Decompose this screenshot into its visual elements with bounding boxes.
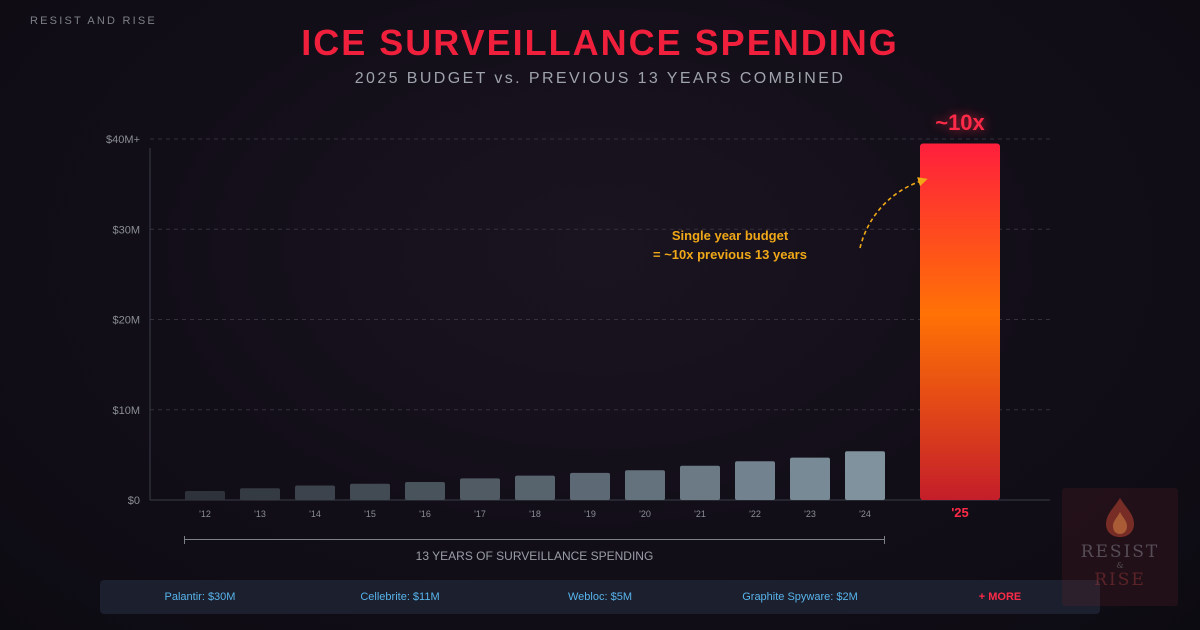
chart-annotation: Single year budget = ~10x previous 13 ye… <box>620 226 840 264</box>
footer-item-cellebrite[interactable]: Cellebrite: $11M <box>360 591 440 603</box>
y-tick-label: $40M+ <box>106 134 140 146</box>
x-tick-label: '19 <box>584 509 596 519</box>
y-axis-ticks: $0 $10M $20M $30M $40M+ <box>106 134 140 507</box>
footer-item-palantir[interactable]: Palantir: $30M <box>164 591 236 603</box>
annotation-line-1: Single year budget <box>671 228 789 243</box>
bar <box>460 478 500 500</box>
bar <box>185 490 225 500</box>
chart-title: ICE SURVEILLANCE SPENDING <box>301 22 899 63</box>
bar <box>240 488 280 500</box>
bar <box>295 485 335 500</box>
x-tick-label: '17 <box>474 509 486 519</box>
brand-label: RESIST AND RISE <box>30 15 157 27</box>
bar <box>680 465 720 500</box>
logo-text-top: RESIST <box>1080 542 1160 562</box>
x-tick-label: '21 <box>694 509 706 519</box>
x-axis-ticks: '12 '13 '14 '15 '16 '17 '18 '19 '20 '21 '22 '23 '24 '… <box>199 505 969 520</box>
bar <box>625 470 665 500</box>
bar <box>405 481 445 500</box>
bar <box>515 475 555 500</box>
logo: RESIST & RISE <box>1062 488 1178 606</box>
x-tick-label: '13 <box>254 509 266 519</box>
footer-item-graphite[interactable]: Graphite Spyware: $2M <box>742 591 858 603</box>
y-tick-label: $30M <box>112 224 140 236</box>
x-tick-label: '16 <box>419 509 431 519</box>
logo-ampersand: & <box>1116 561 1124 570</box>
range-bracket <box>184 536 885 544</box>
grid-lines <box>150 138 1050 411</box>
footer-item-webloc[interactable]: Webloc: $5M <box>568 591 632 603</box>
bar <box>790 457 830 500</box>
x-tick-label: '25 <box>951 505 969 520</box>
bars <box>185 143 1000 500</box>
y-tick-label: $20M <box>112 315 140 327</box>
ratio-label: ~10x <box>935 110 985 135</box>
bar <box>735 461 775 500</box>
chart-subtitle: 2025 BUDGET vs. PREVIOUS 13 YEARS COMBIN… <box>354 70 846 87</box>
y-tick-label: $10M <box>112 405 140 417</box>
annotation-arrow <box>859 177 928 249</box>
x-tick-label: '15 <box>364 509 376 519</box>
y-tick-label: $0 <box>128 495 140 507</box>
x-tick-label: '22 <box>749 509 761 519</box>
footer-bar: Palantir: $30M Cellebrite: $11M Webloc: … <box>100 580 1100 614</box>
bar <box>845 451 885 500</box>
x-tick-label: '12 <box>199 509 211 519</box>
bar <box>350 483 390 500</box>
x-tick-label: '24 <box>859 509 871 519</box>
logo-text-bottom: RISE <box>1094 570 1146 590</box>
x-tick-label: '14 <box>309 509 321 519</box>
x-tick-label: '23 <box>804 509 816 519</box>
bar <box>570 472 610 500</box>
bar <box>920 143 1000 500</box>
x-tick-label: '20 <box>639 509 651 519</box>
range-label: 13 YEARS OF SURVEILLANCE SPENDING <box>415 549 654 563</box>
flame-icon <box>1106 498 1134 537</box>
x-tick-label: '18 <box>529 509 541 519</box>
more-link[interactable]: + MORE <box>978 591 1022 603</box>
annotation-line-2: = ~10x previous 13 years <box>653 247 807 262</box>
